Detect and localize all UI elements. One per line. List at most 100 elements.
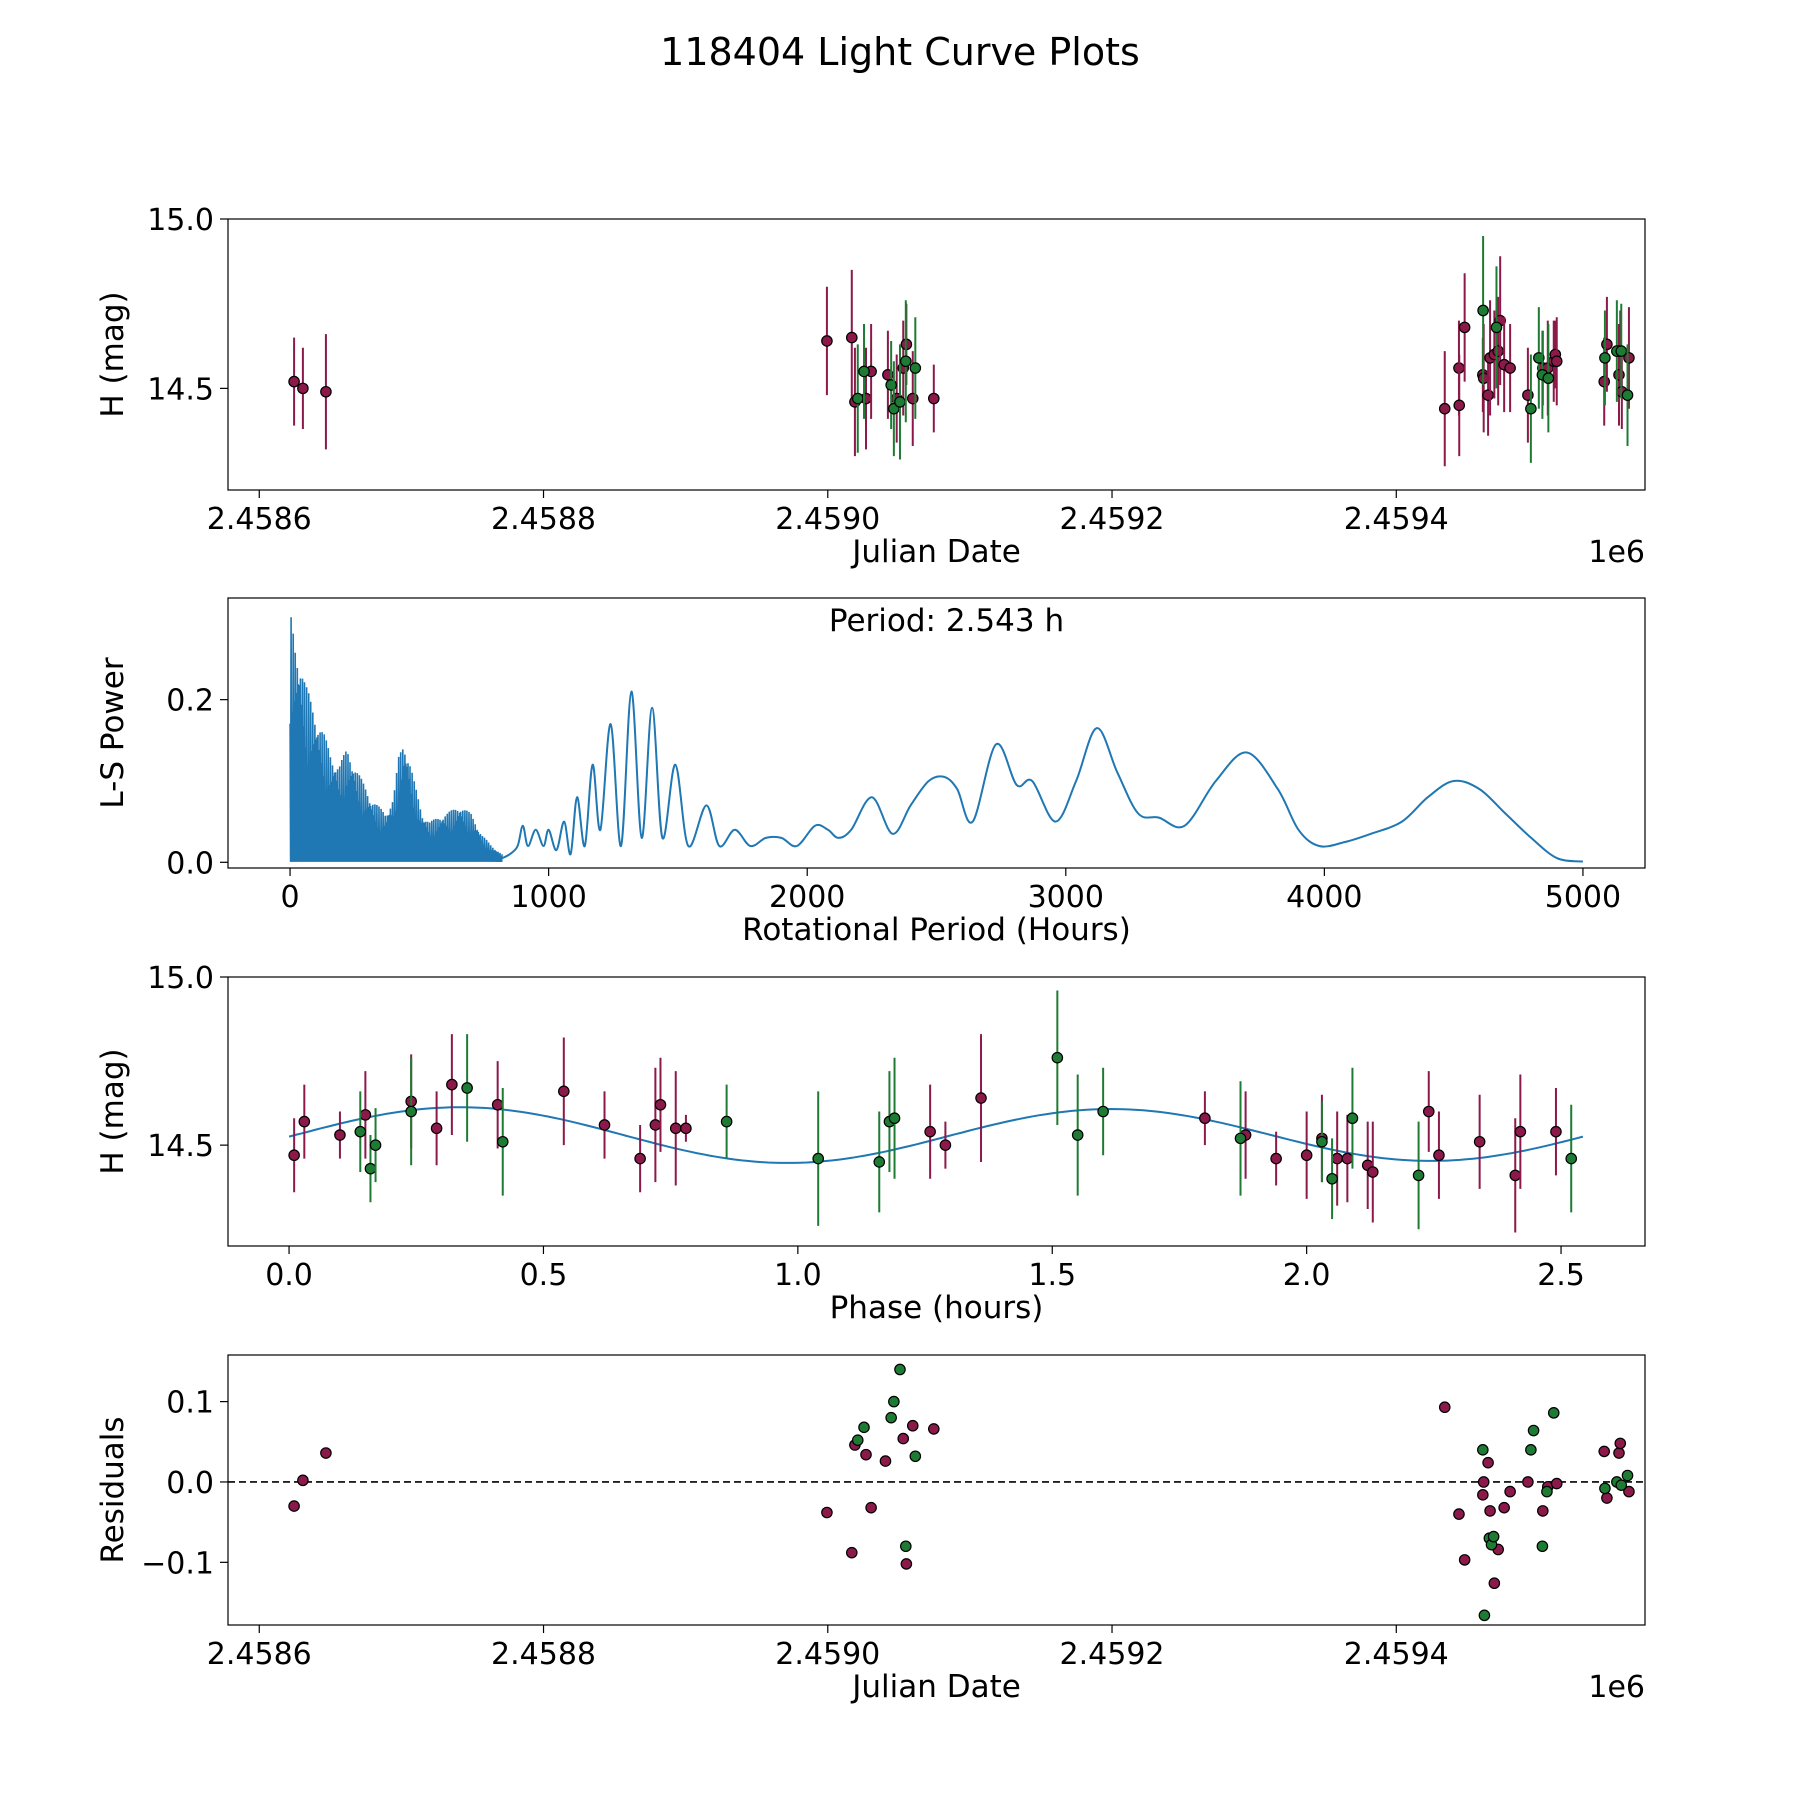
residuals-point [845,1546,858,1559]
lightcurve-ytick-label: 15.0 [147,203,214,238]
phased-point [1270,1152,1282,1165]
periodogram-smooth-segment [501,690,1584,863]
phased-point [1412,1169,1425,1182]
phased-point [924,1125,936,1138]
lightcurve-point [858,365,870,378]
residuals-point [897,1432,910,1445]
lightcurve-point [906,392,919,405]
residuals-offset-label: 1e6 [1588,1670,1645,1705]
phased-point [496,1135,509,1148]
lightcurve-xtick-label: 2.4594 [1344,502,1449,537]
residuals-point [1477,1476,1490,1488]
residuals-point [1504,1485,1516,1498]
lightcurve-xtick-label: 2.4592 [1060,502,1165,537]
lightcurve-point [288,375,300,388]
phased-point [359,1109,372,1121]
lightcurve-point [1490,321,1503,334]
phased-point [558,1085,570,1098]
residuals-point [1477,1489,1489,1501]
phased-point [1341,1152,1354,1165]
residuals-point [1453,1508,1465,1520]
residuals-point [297,1474,309,1487]
phased-xtick-label: 0.5 [520,1258,568,1293]
residuals-ytick-label: 0.0 [166,1466,214,1501]
residuals-point [1484,1505,1496,1517]
periodogram-ylabel: L-S Power [95,657,131,808]
residuals-xlabel: Julian Date [850,1669,1021,1705]
lightcurve-point [1453,399,1466,412]
lightcurve-xtick-label: 2.4590 [775,502,880,537]
residuals-point [1547,1407,1560,1419]
residuals-xtick-label: 2.4590 [775,1637,880,1672]
phased-point [649,1119,662,1131]
residuals-point [888,1395,900,1408]
lightcurve-offset-label: 1e6 [1588,535,1645,570]
periodogram-ytick-label: 0.2 [166,684,214,719]
residuals-point [1615,1479,1628,1491]
periodogram-plot-area [289,617,1584,863]
residuals-point [1482,1456,1494,1469]
residuals-panel: Julian Date Residuals 1e6 2.4586 2.4588 2.… [95,1354,1646,1705]
phased-point [654,1098,667,1111]
residuals-axes-frame [227,1354,1646,1626]
phased-point [634,1152,646,1165]
phased-point [1366,1166,1379,1178]
lightcurve-point [1477,304,1489,317]
periodogram-xtick-label: 3000 [1028,880,1104,915]
residuals-ylabel: Residuals [95,1416,131,1563]
residuals-point [1525,1444,1537,1456]
periodogram-xlabel: Rotational Period (Hours) [742,912,1131,948]
lightcurve-point [1482,389,1494,401]
residuals-point [1478,1609,1491,1622]
lightcurve-point [894,396,906,408]
residuals-point [1487,1530,1500,1543]
residuals-point [1541,1485,1553,1498]
lightcurve-point [851,392,864,405]
lightcurve-xtick-label: 2.4588 [491,502,596,537]
residuals-point [1537,1505,1549,1517]
residuals-point [858,1421,870,1434]
lightcurve-point [927,392,940,405]
periodogram-xtick-label: 1000 [510,880,586,915]
phased-point [1071,1129,1084,1141]
phased-point [1199,1112,1211,1125]
phased-point [1422,1105,1435,1118]
period-annotation: Period: 2.543 h [829,603,1064,639]
lightcurve-point [1438,402,1451,415]
phased-point [720,1115,733,1128]
phased-point [669,1122,682,1135]
residuals-point [1438,1401,1451,1414]
residuals-point [851,1434,864,1446]
phased-point [1565,1152,1578,1165]
lightcurve-point [1492,345,1504,357]
residuals-point [1623,1485,1635,1498]
lightcurve-point [909,362,922,374]
phased-xtick-label: 1.5 [1028,1258,1076,1293]
phased-ylabel: H (mag) [95,1048,131,1174]
phased-point [1346,1112,1359,1125]
residuals-point [288,1500,300,1512]
periodogram-xtick-label: 4000 [1286,880,1362,915]
periodogram-panel: Rotational Period (Hours) L-S Power Peri… [95,597,1646,948]
figure-title: 118404 Light Curve Plots [660,30,1140,74]
phased-point [1331,1152,1343,1165]
periodogram-dense-segment [289,617,503,862]
periodogram-xtick-label: 0 [281,880,300,915]
phased-point [939,1139,952,1151]
phased-point [1300,1149,1313,1162]
residuals-point [909,1450,922,1463]
phased-point [446,1078,458,1091]
phased-point [1550,1125,1562,1138]
residuals-point [860,1448,872,1461]
phased-point [354,1125,367,1138]
residuals-xtick-label: 2.4594 [1344,1637,1449,1672]
lightcurve-point [1621,389,1634,401]
phased-xtick-label: 1.0 [774,1258,822,1293]
lightcurve-point [320,385,332,398]
lightcurve-point [900,355,912,368]
lightcurve-xlabel: Julian Date [850,534,1021,570]
phased-point [1509,1169,1522,1182]
lightcurve-point [1458,321,1471,334]
phased-axes-frame [227,976,1646,1247]
